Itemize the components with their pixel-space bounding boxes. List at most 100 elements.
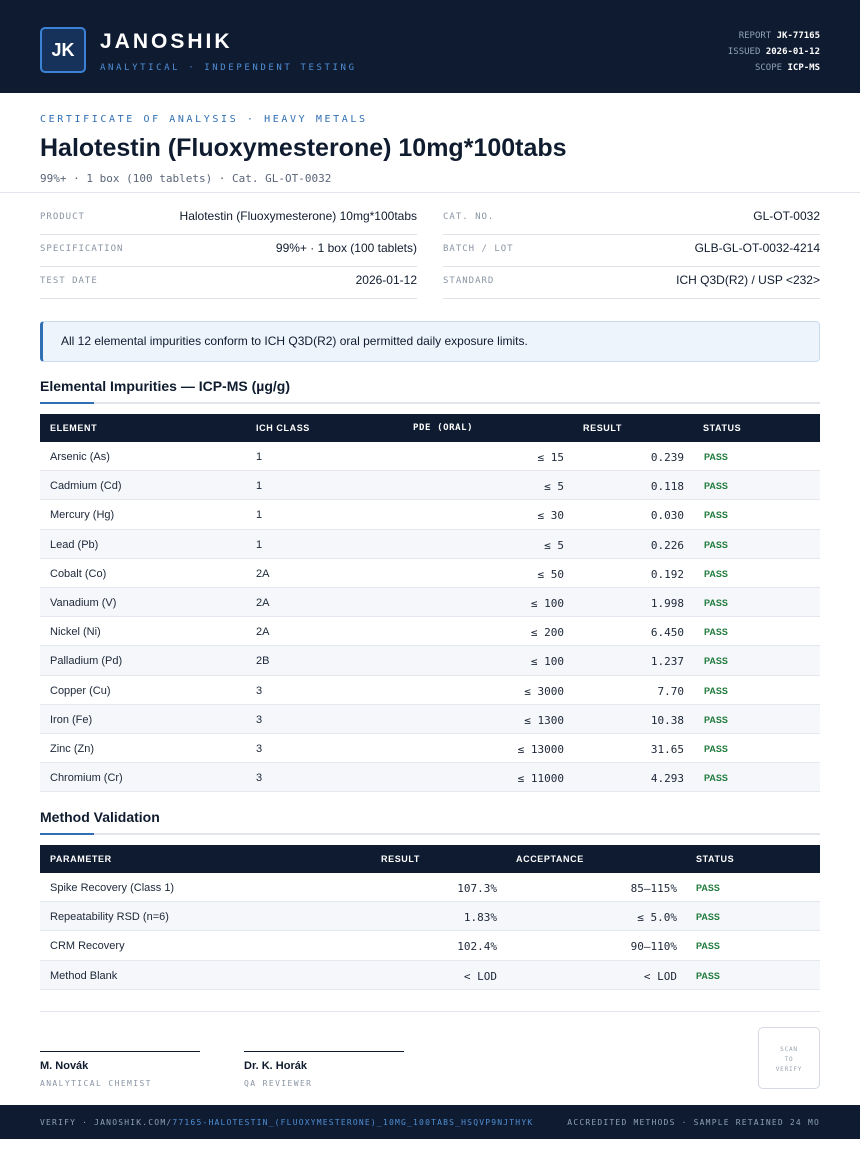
detail-value: Halotestin (Fluoxymesterone) 10mg*100tab… <box>179 209 417 223</box>
verify-prefix: VERIFY · JANOSHIK.COM/ <box>40 1118 173 1127</box>
detail-value: 99%+ · 1 box (100 tablets) <box>275 241 417 255</box>
report-header: JK JANOSHIK ANALYTICAL · INDEPENDENT TES… <box>0 0 860 93</box>
status-badge: PASS <box>704 743 728 754</box>
acceptance-cell: 90–110% <box>630 940 677 954</box>
detail-batch-lot: BATCH / LOT GLB-GL-OT-0032-4214 <box>443 235 820 267</box>
report-id: JK-77165 <box>776 31 820 41</box>
element-cell: Vanadium (V) <box>50 596 117 609</box>
pde-cell: ≤ 100 <box>530 655 564 669</box>
validation-table-body: Spike Recovery (Class 1) 107.3% 85–115% PAS… <box>40 873 820 990</box>
detail-value: GL-OT-0032 <box>753 209 820 223</box>
ich-class-cell: 2A <box>256 626 270 639</box>
ich-class-cell: 2A <box>256 596 270 609</box>
detail-label: TEST DATE <box>40 276 98 286</box>
conformance-notice: All 12 elemental impurities conform to I… <box>40 321 820 362</box>
parameter-cell: CRM Recovery <box>50 940 125 953</box>
status-badge: PASS <box>704 714 728 725</box>
table-row: Copper (Cu) 3 ≤ 3000 7.70 PASS <box>40 676 820 705</box>
acceptance-cell: ≤ 5.0% <box>637 911 677 925</box>
ich-class-cell: 3 <box>256 772 263 785</box>
pde-cell: ≤ 5 <box>544 538 564 552</box>
element-cell: Cadmium (Cd) <box>50 480 122 493</box>
result-cell: < LOD <box>463 969 497 983</box>
result-cell: 0.239 <box>650 451 684 464</box>
validation-section-title: Method Validation <box>40 809 160 825</box>
column-header: PDE (ORAL) <box>413 423 474 433</box>
status-badge: PASS <box>704 539 728 550</box>
element-cell: Nickel (Ni) <box>50 626 101 639</box>
result-cell: 102.4% <box>457 940 497 954</box>
table-row: Cadmium (Cd) 1 ≤ 5 0.118 PASS <box>40 471 820 501</box>
element-cell: Cobalt (Co) <box>50 567 107 580</box>
ich-class-cell: 1 <box>256 451 263 463</box>
result-cell: 1.83% <box>463 911 497 925</box>
ich-class-cell: 1 <box>256 480 263 493</box>
element-cell: Iron (Fe) <box>50 713 93 726</box>
status-badge: PASS <box>704 656 728 667</box>
table-row: Spike Recovery (Class 1) 107.3% 85–115% PAS… <box>40 873 820 903</box>
ich-class-cell: 2A <box>256 567 270 580</box>
pde-cell: ≤ 13000 <box>517 742 564 756</box>
column-header: STATUS <box>703 423 742 433</box>
parameter-cell: Spike Recovery (Class 1) <box>50 882 175 894</box>
report-label: REPORT <box>738 31 772 41</box>
element-cell: Mercury (Hg) <box>50 509 115 522</box>
detail-standard: STANDARD ICH Q3D(R2) / USP <232> <box>443 267 820 299</box>
pde-cell: ≤ 11000 <box>517 772 564 786</box>
validation-table: PARAMETER RESULT ACCEPTANCE STATUS Spike… <box>40 845 820 990</box>
divider <box>0 192 860 193</box>
impurities-section-title: Elemental Impurities — ICP-MS (µg/g) <box>40 378 290 394</box>
result-cell: 1.998 <box>650 596 684 610</box>
element-cell: Chromium (Cr) <box>50 772 123 785</box>
status-badge: PASS <box>704 773 728 784</box>
scope-label: SCOPE <box>754 63 783 73</box>
detail-label: SPECIFICATION <box>40 244 124 254</box>
pde-cell: ≤ 50 <box>537 567 565 581</box>
detail-value: GLB-GL-OT-0032-4214 <box>694 241 820 255</box>
result-cell: 0.118 <box>650 480 684 494</box>
element-cell: Zinc (Zn) <box>50 742 94 755</box>
table-header: PARAMETER RESULT ACCEPTANCE STATUS <box>40 845 820 873</box>
verify-link[interactable]: 77165-HALOTESTIN_(FLUOXYMESTERONE)_10MG_… <box>172 1118 534 1127</box>
column-header: ACCEPTANCE <box>516 854 584 864</box>
logo-text: JK <box>51 39 75 60</box>
section-underline <box>40 833 820 835</box>
result-cell: 31.65 <box>650 742 684 756</box>
detail-test-date: TEST DATE 2026-01-12 <box>40 267 417 299</box>
acceptance-cell: < LOD <box>643 969 677 983</box>
status-badge: PASS <box>704 481 728 492</box>
table-row: Cobalt (Co) 2A ≤ 50 0.192 PASS <box>40 559 820 588</box>
table-row: Vanadium (V) 2A ≤ 100 1.998 PASS <box>40 587 820 618</box>
element-cell: Arsenic (As) <box>50 451 110 463</box>
result-cell: 0.192 <box>650 567 684 581</box>
ich-class-cell: 3 <box>256 742 263 755</box>
qr-label: VERIFY <box>775 1066 803 1073</box>
result-cell: 7.70 <box>657 684 685 698</box>
signer-role: QA REVIEWER <box>244 1079 313 1088</box>
pde-cell: ≤ 30 <box>537 509 565 523</box>
brand-tagline: ANALYTICAL · INDEPENDENT TESTING <box>100 63 357 73</box>
ich-class-cell: 3 <box>256 684 263 697</box>
ich-class-cell: 2B <box>256 655 270 668</box>
detail-label: CAT. NO. <box>443 212 495 222</box>
pde-cell: ≤ 1300 <box>524 713 564 727</box>
table-row: CRM Recovery 102.4% 90–110% PASS <box>40 931 820 961</box>
brand-name: JANOSHIK <box>100 30 233 53</box>
qr-label: SCAN <box>780 1046 798 1053</box>
table-row: Palladium (Pd) 2B ≤ 100 1.237 PASS <box>40 646 820 676</box>
section-underline <box>40 402 820 404</box>
table-row: Zinc (Zn) 3 ≤ 13000 31.65 PASS <box>40 734 820 764</box>
result-cell: 6.450 <box>650 626 684 640</box>
page-subtitle: 99%+ · 1 box (100 tablets) · Cat. GL-OT-… <box>40 172 332 185</box>
element-cell: Copper (Cu) <box>50 684 111 697</box>
status-badge: PASS <box>704 597 728 608</box>
ich-class-cell: 1 <box>256 538 263 551</box>
verify-qr-code[interactable]: SCAN TO VERIFY <box>758 1027 820 1089</box>
parameter-cell: Method Blank <box>50 969 118 982</box>
table-row: Method Blank < LOD < LOD PASS <box>40 960 820 990</box>
element-cell: Palladium (Pd) <box>50 655 123 668</box>
detail-cat-no: CAT. NO. GL-OT-0032 <box>443 203 820 235</box>
document-eyebrow: CERTIFICATE OF ANALYSIS · HEAVY METALS <box>40 114 368 125</box>
report-footer: VERIFY · JANOSHIK.COM/77165-HALOTESTIN_(… <box>0 1105 860 1139</box>
detail-label: BATCH / LOT <box>443 244 514 254</box>
